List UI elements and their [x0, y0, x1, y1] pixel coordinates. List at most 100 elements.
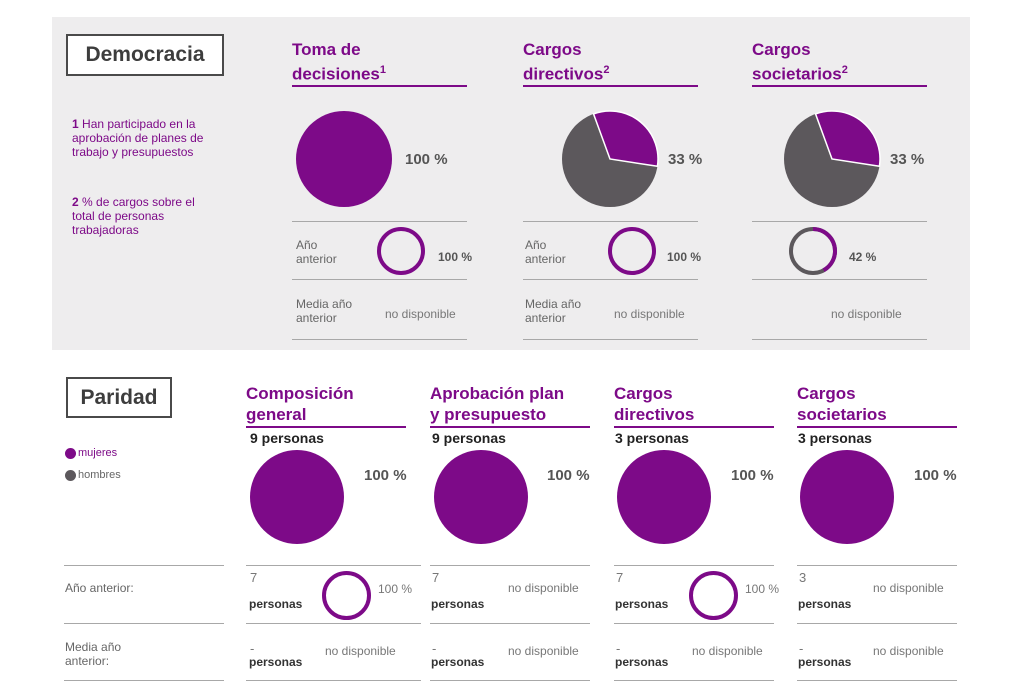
avg-persons: personas — [249, 655, 303, 669]
avg-persons: personas — [431, 655, 485, 669]
chart-title-cargos-directivos-paridad: Cargos directivos — [614, 383, 694, 425]
avg-value-label: no disponible — [873, 644, 944, 658]
divider — [797, 623, 957, 624]
avg-value-label: no disponible — [385, 307, 456, 321]
persons-count: 9 personas — [432, 430, 506, 446]
prev-value-label: 100 % — [745, 582, 780, 596]
legend-label-mujeres: mujeres — [78, 447, 118, 459]
prev-value-label: 100 % — [378, 582, 413, 596]
persons-count: 3 personas — [798, 430, 872, 446]
ring-prev-year — [689, 571, 738, 620]
prev-persons: personas — [798, 597, 852, 611]
divider — [523, 339, 698, 340]
chart-title-toma-decisiones: Toma de decisiones1 — [292, 39, 386, 85]
divider — [523, 221, 698, 222]
persons-count: 9 personas — [250, 430, 324, 446]
title-rule — [523, 85, 698, 87]
ring-arc-mujeres — [377, 227, 425, 275]
legend-dot-mujeres — [65, 447, 76, 459]
title-rule — [430, 426, 590, 428]
chart-title-line1: Cargos — [614, 384, 673, 403]
divider — [430, 680, 590, 681]
paridad-title: Paridad — [66, 377, 172, 418]
divider — [614, 565, 774, 566]
ring-arc-mujeres — [608, 227, 656, 275]
value-label: 100 % — [914, 467, 957, 484]
ring-prev-year — [789, 227, 837, 275]
persons-count: 3 personas — [615, 430, 689, 446]
prev-year-label: Año anterior: — [65, 581, 134, 595]
ring-prev-year — [322, 571, 371, 620]
footnote-1-text: Han participado en la aprobación de plan… — [72, 117, 204, 159]
chart-title-line2-wrap: directivos2 — [523, 60, 609, 85]
value-label: 100 % — [405, 151, 448, 168]
prev-value-label: no disponible — [873, 581, 944, 595]
value-label: 100 % — [364, 467, 407, 484]
divider — [614, 680, 774, 681]
chart-title-line2: societarios — [797, 405, 887, 424]
prev-value-label: no disponible — [508, 581, 579, 595]
prev-value-label: 100 % — [438, 250, 473, 264]
chart-title-sup: 1 — [379, 64, 386, 76]
chart-title-line1: Cargos — [752, 40, 811, 59]
value-label: 33 % — [668, 151, 703, 168]
chart-title-line2: directivos — [614, 405, 695, 424]
title-rule — [752, 85, 927, 87]
chart-title-line2: y presupuesto — [430, 405, 547, 424]
pie-slice-mujeres — [296, 111, 392, 207]
chart-title-aprobacion-plan: Aprobación plan y presupuesto — [430, 383, 564, 425]
chart-title-sup: 2 — [603, 64, 610, 76]
divider — [246, 565, 421, 566]
title-rule — [614, 426, 774, 428]
prev-year-label: Año anterior — [525, 238, 566, 266]
ring-arc-mujeres — [812, 227, 837, 273]
title-rule — [797, 426, 957, 428]
pie-slice-mujeres — [434, 450, 528, 544]
chart-title-line1: Composición — [246, 384, 354, 403]
prev-persons: personas — [431, 597, 485, 611]
avg-persons: personas — [615, 655, 669, 669]
pie-slice-mujeres — [800, 450, 894, 544]
prev-avg-label: Media año anterior: — [65, 640, 122, 668]
pie-cargos-societarios — [784, 110, 881, 207]
legend-label-hombres: hombres — [78, 469, 121, 481]
pie-toma-decisiones — [296, 111, 392, 207]
divider — [64, 680, 224, 681]
avg-num: - — [799, 641, 804, 656]
avg-num: - — [250, 641, 255, 656]
prev-num: 7 — [616, 570, 624, 585]
chart-title-cargos-societarios: Cargos societarios2 — [752, 39, 848, 85]
value-label: 100 % — [547, 467, 590, 484]
prev-num: 7 — [250, 570, 258, 585]
chart-title-line1: Aprobación plan — [430, 384, 565, 403]
divider — [246, 623, 421, 624]
prev-avg-label: Media año anterior — [296, 297, 353, 325]
chart-title-line2-wrap: decisiones1 — [292, 60, 386, 85]
chart-title-line2: general — [246, 405, 307, 424]
chart-title-sup: 2 — [841, 64, 848, 76]
divider — [64, 565, 224, 566]
divider — [292, 221, 467, 222]
chart-title-line2: directivos — [523, 64, 604, 84]
prev-year-label: Año anterior — [296, 238, 337, 266]
title-rule — [292, 85, 467, 87]
pie-aprobacion-plan — [434, 450, 528, 544]
ring-prev-year — [608, 227, 656, 275]
chart-title-line2: societarios — [752, 64, 842, 84]
footnote-1: 1 Han participado en la aprobación de pl… — [72, 117, 212, 159]
legend-dot-hombres — [65, 469, 76, 481]
value-label: 33 % — [890, 151, 925, 168]
divider — [523, 279, 698, 280]
ring-arc-mujeres — [689, 571, 738, 620]
prev-avg-label: Media año anterior — [525, 297, 582, 325]
avg-value-label: no disponible — [508, 644, 579, 658]
prev-value-label: 42 % — [849, 250, 877, 264]
divider — [797, 565, 957, 566]
divider — [246, 680, 421, 681]
avg-num: - — [616, 641, 621, 656]
value-label: 100 % — [731, 467, 774, 484]
pie-cargos-societarios-paridad — [800, 450, 894, 544]
prev-persons: personas — [615, 597, 669, 611]
avg-value-label: no disponible — [692, 644, 763, 658]
avg-value-label: no disponible — [831, 307, 902, 321]
